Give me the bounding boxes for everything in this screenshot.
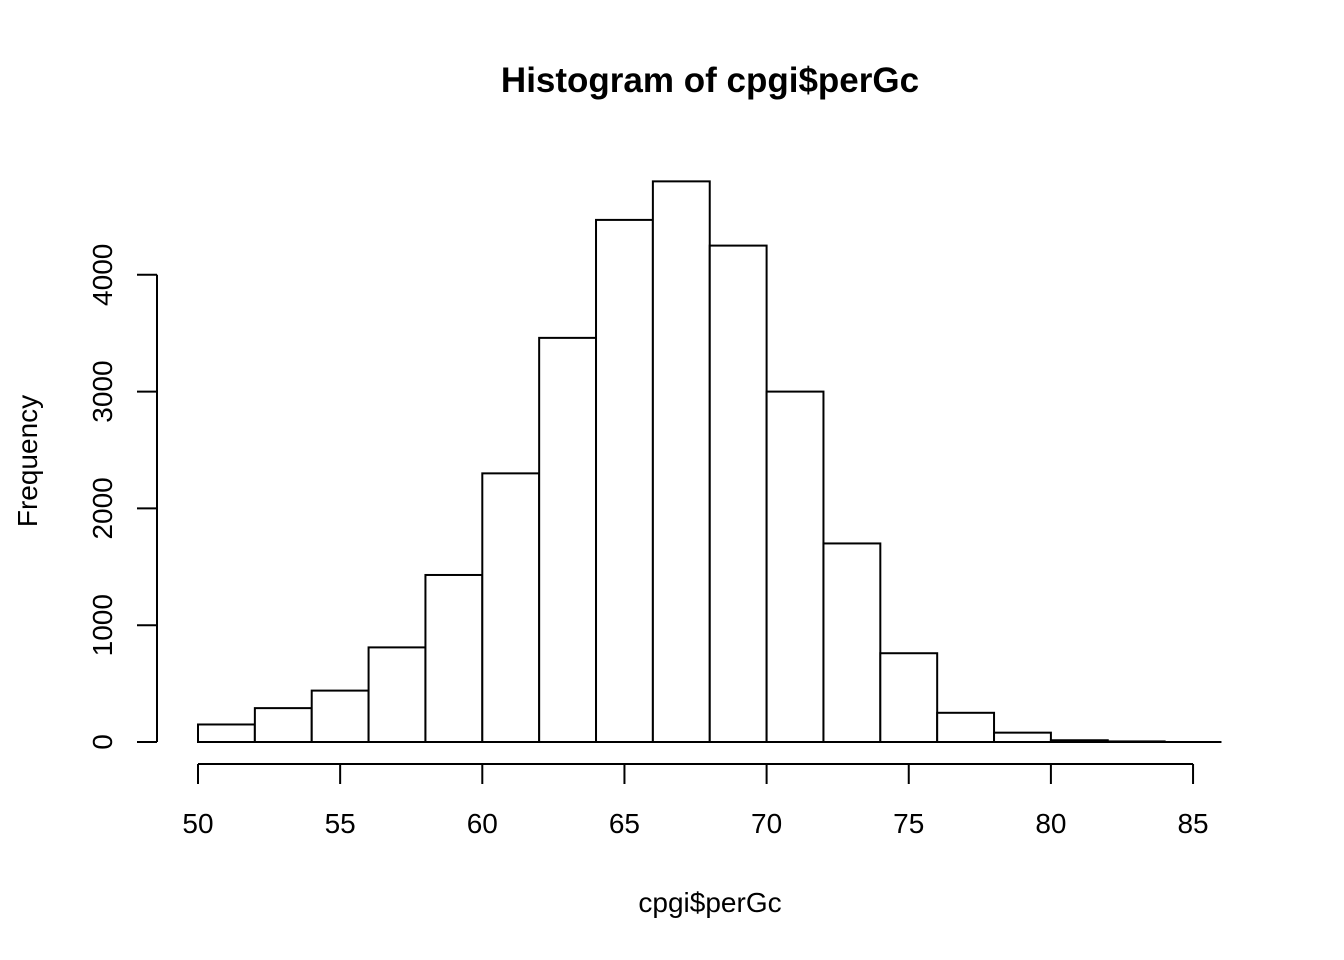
histogram-bar — [765, 390, 825, 743]
y-axis-title: Frequency — [12, 395, 43, 527]
x-tick-label: 75 — [893, 808, 924, 839]
y-tick-label: 0 — [87, 734, 118, 750]
y-tick-label: 3000 — [87, 360, 118, 422]
histogram-bar — [424, 573, 484, 744]
x-tick-label: 70 — [751, 808, 782, 839]
histogram-bar — [879, 652, 939, 743]
histogram-bar — [651, 180, 711, 744]
x-tick-label: 60 — [467, 808, 498, 839]
histogram-bar — [197, 723, 256, 743]
histogram-bar — [310, 689, 370, 743]
histogram-bar — [936, 711, 996, 743]
x-axis: 50 55 60 65 70 75 80 85 — [182, 763, 1209, 839]
histogram-bar — [367, 646, 427, 744]
x-tick-label: 85 — [1177, 808, 1208, 839]
x-tick-label: 65 — [609, 808, 640, 839]
bars-layer — [197, 180, 1166, 744]
histogram-bar — [481, 472, 541, 743]
x-tick-label: 55 — [325, 808, 356, 839]
histogram-bar — [822, 542, 882, 743]
histogram-bar — [538, 336, 598, 743]
y-tick-label: 1000 — [87, 594, 118, 656]
x-axis-title: cpgi$perGc — [638, 887, 781, 918]
x-tick-label: 80 — [1035, 808, 1066, 839]
histogram-bar — [993, 731, 1052, 744]
histogram-bar — [708, 244, 768, 743]
y-tick-label: 4000 — [87, 244, 118, 306]
chart-title: Histogram of cpgi$perGc — [501, 61, 919, 100]
x-tick-label: 50 — [182, 808, 213, 839]
histogram-bar — [253, 707, 313, 743]
y-axis: 0 1000 2000 3000 4000 — [87, 244, 158, 750]
y-tick-label: 2000 — [87, 477, 118, 539]
histogram-bar — [595, 218, 654, 744]
